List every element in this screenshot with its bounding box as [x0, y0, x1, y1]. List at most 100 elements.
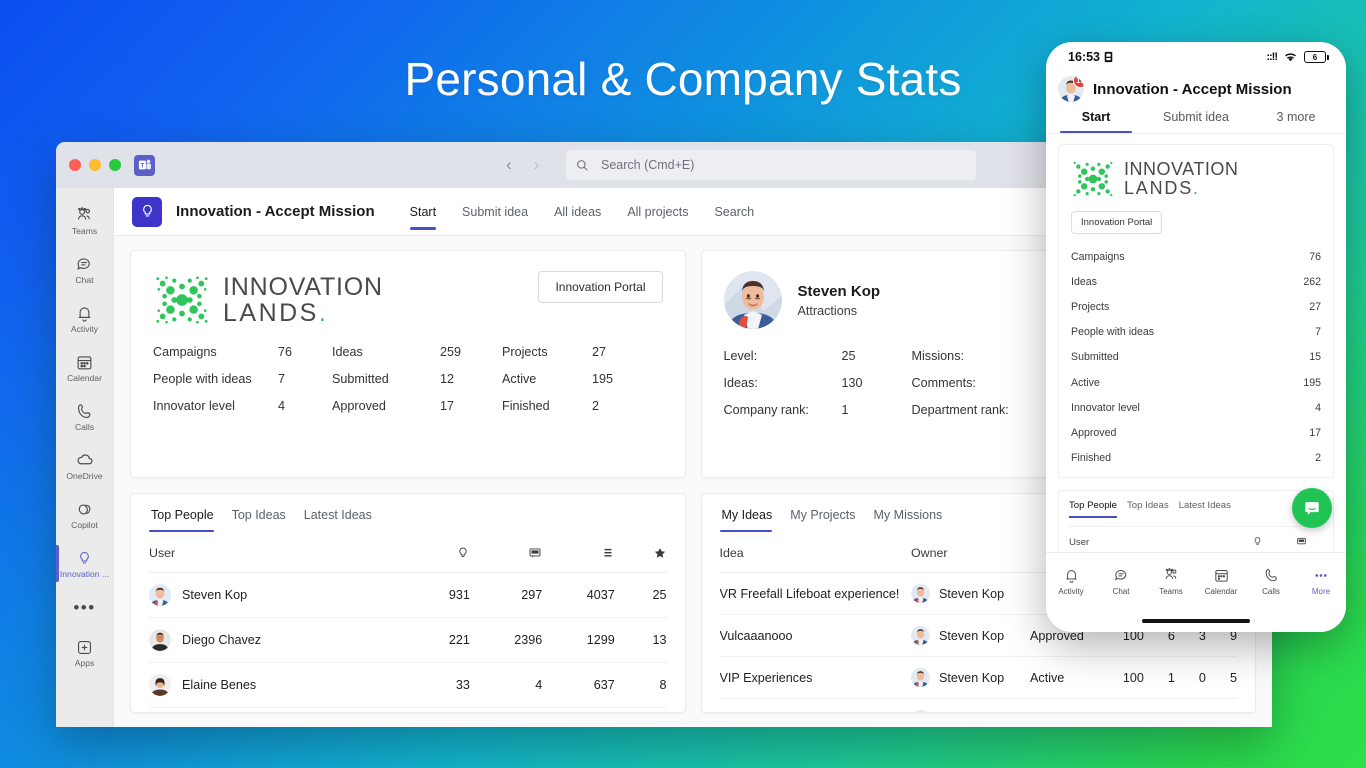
stat-label: Campaigns	[153, 345, 217, 359]
table-row[interactable]: Diego Chavez 221 2396 1299 13	[149, 617, 667, 663]
stat-value: 7	[278, 372, 286, 386]
phone-nav-teams[interactable]: Teams	[1146, 567, 1196, 596]
phone-nav-calls[interactable]: Calls	[1246, 567, 1296, 596]
search-icon	[577, 159, 588, 171]
forward-icon[interactable]: ›	[533, 155, 540, 174]
column-owner[interactable]: Owner	[910, 532, 1030, 573]
cell-stars: 8	[614, 662, 667, 708]
bell-icon	[1065, 570, 1077, 583]
phone-tab-latest-ideas[interactable]: Latest Ideas	[1178, 499, 1231, 511]
stat-value: 7	[1315, 326, 1321, 339]
phone-tab-submit-idea[interactable]: Submit idea	[1162, 110, 1229, 124]
tab-top-people[interactable]: Top People	[149, 508, 223, 532]
phone-tab-more[interactable]: 3 more	[1276, 110, 1316, 124]
logo-line-1: INNOVATION	[223, 273, 383, 301]
back-icon[interactable]: ‹	[506, 155, 512, 174]
search-input[interactable]: Search (Cmd+E)	[566, 150, 976, 180]
sidebar-item-calls[interactable]: Calls	[56, 392, 113, 441]
app-tabs: Start Submit idea All ideas All projects…	[397, 188, 767, 236]
stat-label: Approved	[332, 399, 386, 413]
phone-nav-calendar[interactable]: Calendar	[1196, 567, 1246, 596]
tab-my-missions[interactable]: My Missions	[873, 508, 943, 522]
logo-line-2: LANDS.	[223, 299, 329, 327]
column-user[interactable]: User	[149, 532, 398, 573]
table-row[interactable]: Diego Chavez 100 101 101 8	[149, 707, 667, 712]
app-header: Innovation - Accept Mission Start Submit…	[114, 188, 1272, 236]
tab-start[interactable]: Start	[397, 188, 449, 236]
window-controls[interactable]	[69, 159, 121, 171]
phone-icon	[1265, 568, 1277, 582]
column-idea[interactable]: Idea	[719, 532, 911, 573]
mobile-preview: 16:53 ::!! 6 15 Innovation - Accept Miss…	[1046, 42, 1346, 632]
cell-user: Steven Kop	[182, 588, 248, 602]
calendar-icon	[1214, 570, 1228, 582]
table-row[interactable]: Entertainment when waiting Steven Kop Ac…	[719, 698, 1237, 712]
company-stats-grid: Campaigns 76 Ideas 259 Projects 27 Peopl…	[131, 329, 685, 413]
stat-label: Comments:	[911, 376, 976, 390]
sidebar-item-innovation[interactable]: Innovation ...	[56, 539, 113, 588]
close-button[interactable]	[69, 159, 81, 171]
cell-user: Elaine Benes	[182, 678, 257, 692]
tab-submit-idea[interactable]: Submit idea	[462, 204, 529, 219]
phone-nav-label: Calls	[1262, 587, 1280, 596]
phone-stat-row: People with ideas 7	[1071, 320, 1321, 345]
stat-label: Missions:	[911, 349, 964, 363]
sidebar-item-teams[interactable]: Teams	[56, 196, 113, 245]
column-points[interactable]	[542, 532, 615, 573]
comment-icon	[1279, 536, 1323, 550]
innovation-portal-button[interactable]: Innovation Portal	[538, 271, 663, 303]
cell-idea: VR Freefall Lifeboat experience!	[719, 572, 911, 615]
phone-tab-top-ideas[interactable]: Top Ideas	[1127, 499, 1169, 511]
phone-table-header: User	[1069, 525, 1323, 552]
lightbulb-icon	[459, 547, 467, 558]
phone-app-header: 15 Innovation - Accept Mission	[1046, 72, 1346, 110]
tab-top-ideas[interactable]: Top Ideas	[231, 508, 286, 522]
sidebar-item-label: Apps	[74, 658, 95, 669]
home-indicator[interactable]	[1142, 618, 1250, 624]
phone-time: 16:53	[1068, 50, 1100, 64]
tab-latest-ideas[interactable]: Latest Ideas	[303, 508, 372, 522]
nav-arrows[interactable]: ‹ ›	[506, 155, 539, 175]
svg-text:T: T	[140, 163, 144, 170]
phone-nav-more[interactable]: More	[1296, 567, 1346, 596]
stat-value: 2	[592, 399, 600, 413]
phone-nav-chat[interactable]: Chat	[1096, 567, 1146, 596]
minimize-button[interactable]	[89, 159, 101, 171]
sidebar-more-icon[interactable]: •••	[73, 598, 96, 617]
copilot-icon	[75, 499, 94, 519]
teams-app-icon: T	[134, 154, 155, 176]
phone-nav-activity[interactable]: Activity	[1046, 567, 1096, 596]
sidebar-item-activity[interactable]: Activity	[56, 294, 113, 343]
column-comments[interactable]	[469, 532, 543, 573]
cell-status: Active	[1030, 698, 1098, 712]
tab-my-ideas[interactable]: My Ideas	[719, 508, 782, 532]
support-chat-button[interactable]	[1292, 488, 1332, 528]
table-row[interactable]: Elaine Benes 33 4 637 8	[149, 662, 667, 708]
cell-points: 4037	[542, 572, 615, 618]
phone-content: INNOVATION LANDS. Innovation Portal Camp…	[1046, 134, 1346, 552]
sidebar-item-calendar[interactable]: Calendar	[56, 343, 113, 392]
dots-logo-icon	[1073, 161, 1113, 197]
tab-my-projects[interactable]: My Projects	[790, 508, 856, 522]
stat-label: Innovator level	[153, 399, 235, 413]
tab-all-ideas[interactable]: All ideas	[554, 204, 602, 219]
table-row[interactable]: Steven Kop 931 297 4037 25	[149, 572, 667, 618]
sidebar-item-onedrive[interactable]: OneDrive	[56, 441, 113, 490]
phone-tab-top-people[interactable]: Top People	[1069, 500, 1118, 518]
tab-all-projects[interactable]: All projects	[627, 204, 689, 219]
column-ideas[interactable]	[397, 532, 470, 573]
phone-tabs: Start Submit idea 3 more	[1046, 110, 1346, 134]
phone-nav-label: Calendar	[1204, 587, 1238, 596]
phone-innovation-portal-button[interactable]: Innovation Portal	[1071, 211, 1163, 234]
stat-value: 4	[278, 399, 286, 413]
maximize-button[interactable]	[109, 159, 121, 171]
sidebar-item-copilot[interactable]: Copilot	[56, 490, 113, 539]
sidebar-item-apps[interactable]: Apps	[56, 628, 113, 677]
sidebar-item-chat[interactable]: Chat	[56, 245, 113, 294]
table-row[interactable]: VIP Experiences Steven Kop Active 100 1 …	[719, 656, 1237, 699]
avatar[interactable]: 15	[1058, 76, 1084, 102]
column-stars[interactable]	[614, 532, 667, 573]
stat-label: Approved	[1071, 426, 1117, 439]
phone-tab-start[interactable]: Start	[1046, 110, 1146, 133]
tab-search[interactable]: Search	[714, 204, 755, 219]
